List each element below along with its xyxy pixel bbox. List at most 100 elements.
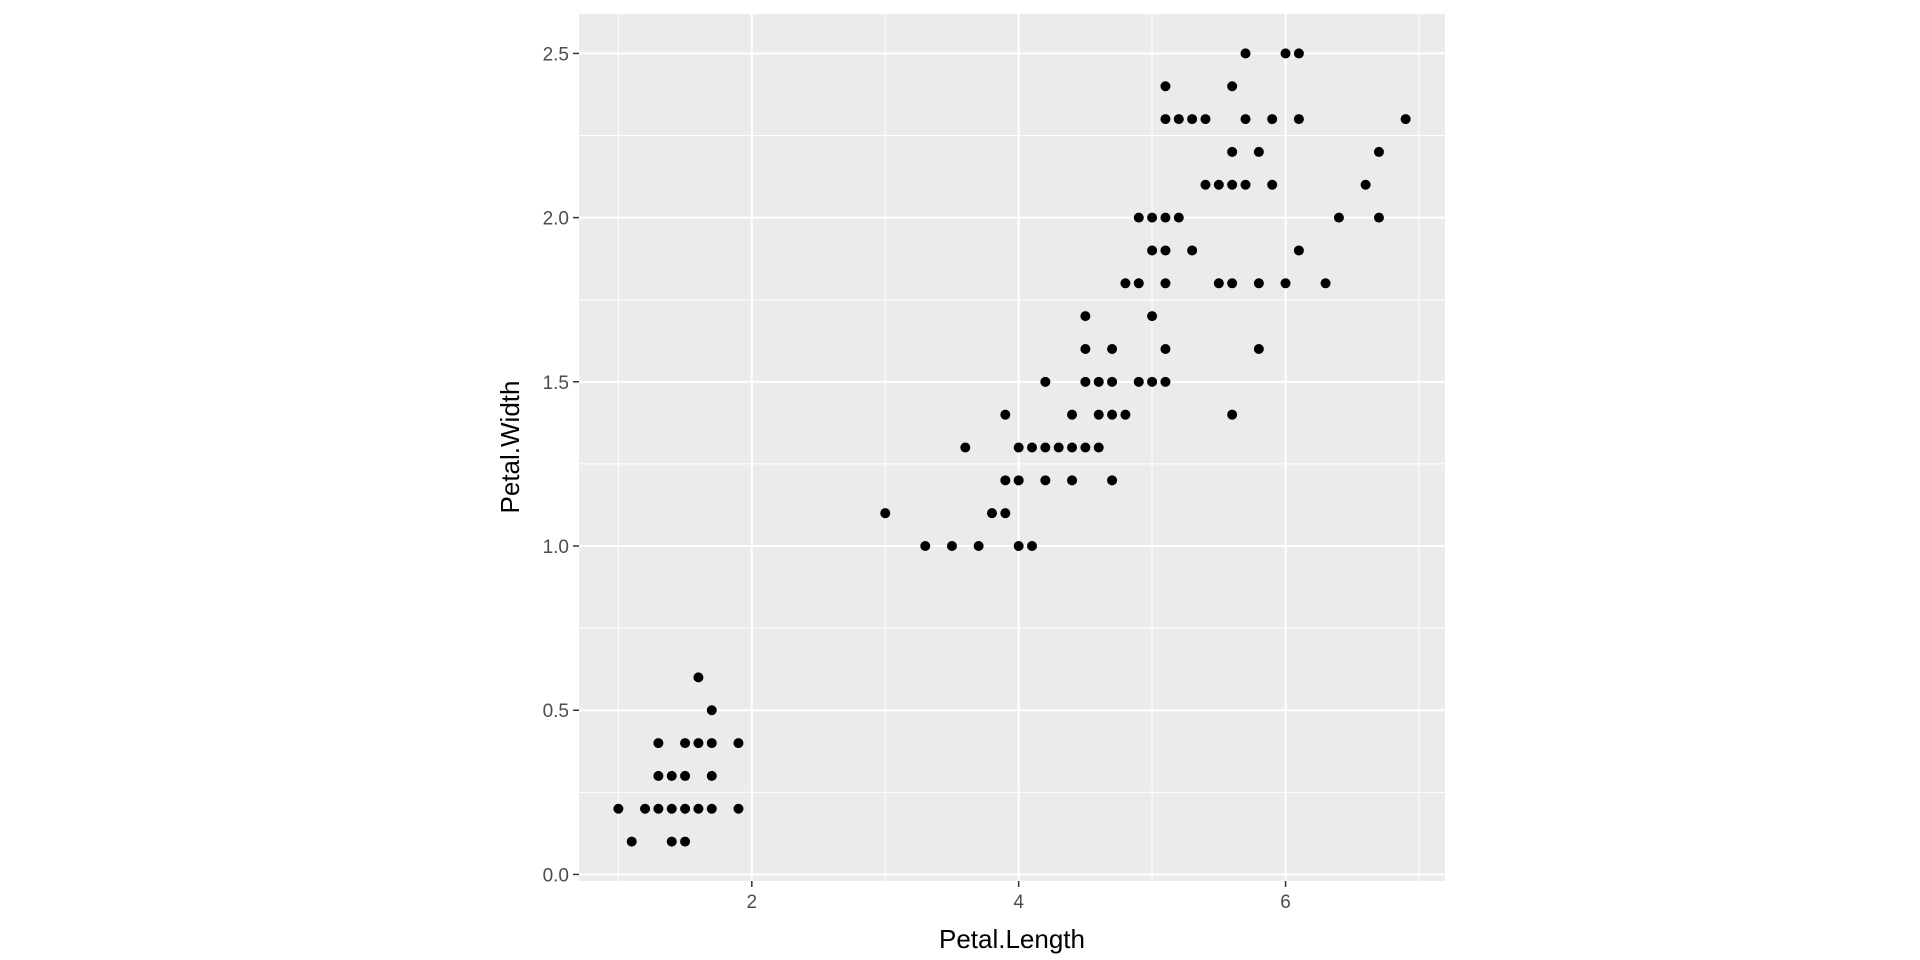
data-point	[1147, 212, 1158, 223]
x-axis-tick-labels: 2 4 6	[747, 892, 1291, 913]
data-point	[1293, 245, 1304, 256]
data-point	[666, 770, 677, 781]
data-point	[1013, 442, 1024, 453]
data-point	[1040, 475, 1051, 486]
data-point	[680, 836, 691, 847]
y-axis-tick-labels: 0.0 0.5 1.0 1.5 2.0 2.5	[543, 44, 569, 886]
data-point	[920, 541, 931, 552]
data-point	[1133, 212, 1144, 223]
data-point	[1000, 475, 1011, 486]
data-point	[1227, 179, 1238, 190]
data-point	[1187, 114, 1198, 125]
data-point	[880, 508, 891, 519]
data-point	[1253, 343, 1264, 354]
data-point	[1160, 376, 1171, 387]
data-point	[1213, 179, 1224, 190]
y-tick-label: 0.0	[543, 865, 569, 886]
data-point	[680, 770, 691, 781]
data-point	[1093, 409, 1104, 420]
y-tick-label: 1.5	[543, 373, 569, 394]
data-point	[1067, 475, 1078, 486]
data-point	[1227, 409, 1238, 420]
data-point	[1360, 179, 1371, 190]
data-point	[1080, 311, 1091, 322]
data-point	[1320, 278, 1331, 289]
data-point	[1293, 48, 1304, 59]
data-point	[733, 803, 744, 814]
data-point	[706, 803, 717, 814]
data-point	[1400, 114, 1411, 125]
data-point	[1067, 409, 1078, 420]
data-point	[613, 803, 624, 814]
data-point	[1040, 442, 1051, 453]
data-point	[1120, 278, 1131, 289]
data-point	[1227, 81, 1238, 92]
data-point	[1240, 179, 1251, 190]
data-point	[1160, 343, 1171, 354]
data-point	[1053, 442, 1064, 453]
data-point	[1200, 179, 1211, 190]
data-point	[1013, 475, 1024, 486]
data-point	[706, 770, 717, 781]
x-tick-label: 2	[747, 892, 758, 913]
data-point	[1080, 376, 1091, 387]
grid-minor	[579, 14, 1445, 881]
data-point	[1253, 146, 1264, 157]
y-tick-label: 0.5	[543, 701, 569, 722]
data-point	[680, 803, 691, 814]
grid-major	[579, 14, 1445, 881]
data-point	[986, 508, 997, 519]
data-point	[1240, 114, 1251, 125]
data-point	[1147, 376, 1158, 387]
data-point	[1373, 146, 1384, 157]
y-tick-label: 1.0	[543, 537, 569, 558]
data-point	[706, 705, 717, 716]
data-point	[1147, 245, 1158, 256]
data-point	[1173, 114, 1184, 125]
data-point	[693, 738, 704, 749]
data-point	[1027, 442, 1038, 453]
data-point	[626, 836, 637, 847]
data-point	[1227, 278, 1238, 289]
data-point	[1040, 376, 1051, 387]
y-tick-label: 2.5	[543, 44, 569, 65]
data-point	[1280, 48, 1291, 59]
data-point	[1160, 114, 1171, 125]
plot-panel	[579, 14, 1445, 881]
data-point	[1280, 278, 1291, 289]
data-point	[693, 672, 704, 683]
data-point	[1093, 376, 1104, 387]
data-point	[1373, 212, 1384, 223]
data-point	[1160, 245, 1171, 256]
data-point	[973, 541, 984, 552]
data-point	[1333, 212, 1344, 223]
data-point	[1240, 48, 1251, 59]
data-point	[1267, 114, 1278, 125]
data-point	[1160, 212, 1171, 223]
data-point	[1253, 278, 1264, 289]
data-point	[1227, 146, 1238, 157]
data-point	[733, 738, 744, 749]
data-point	[1080, 343, 1091, 354]
data-points	[613, 48, 1411, 847]
data-point	[1107, 409, 1118, 420]
data-point	[946, 541, 957, 552]
data-point	[1133, 278, 1144, 289]
data-point	[1120, 409, 1131, 420]
data-point	[706, 738, 717, 749]
data-point	[680, 738, 691, 749]
data-point	[1013, 541, 1024, 552]
data-point	[693, 803, 704, 814]
data-point	[1080, 442, 1091, 453]
x-tick-label: 6	[1280, 892, 1291, 913]
data-point	[1147, 311, 1158, 322]
data-point	[1160, 278, 1171, 289]
data-point	[1267, 179, 1278, 190]
data-point	[1200, 114, 1211, 125]
data-point	[1133, 376, 1144, 387]
axis-ticks	[573, 52, 1287, 887]
data-point	[1107, 343, 1118, 354]
data-point	[1027, 541, 1038, 552]
data-point	[1000, 508, 1011, 519]
